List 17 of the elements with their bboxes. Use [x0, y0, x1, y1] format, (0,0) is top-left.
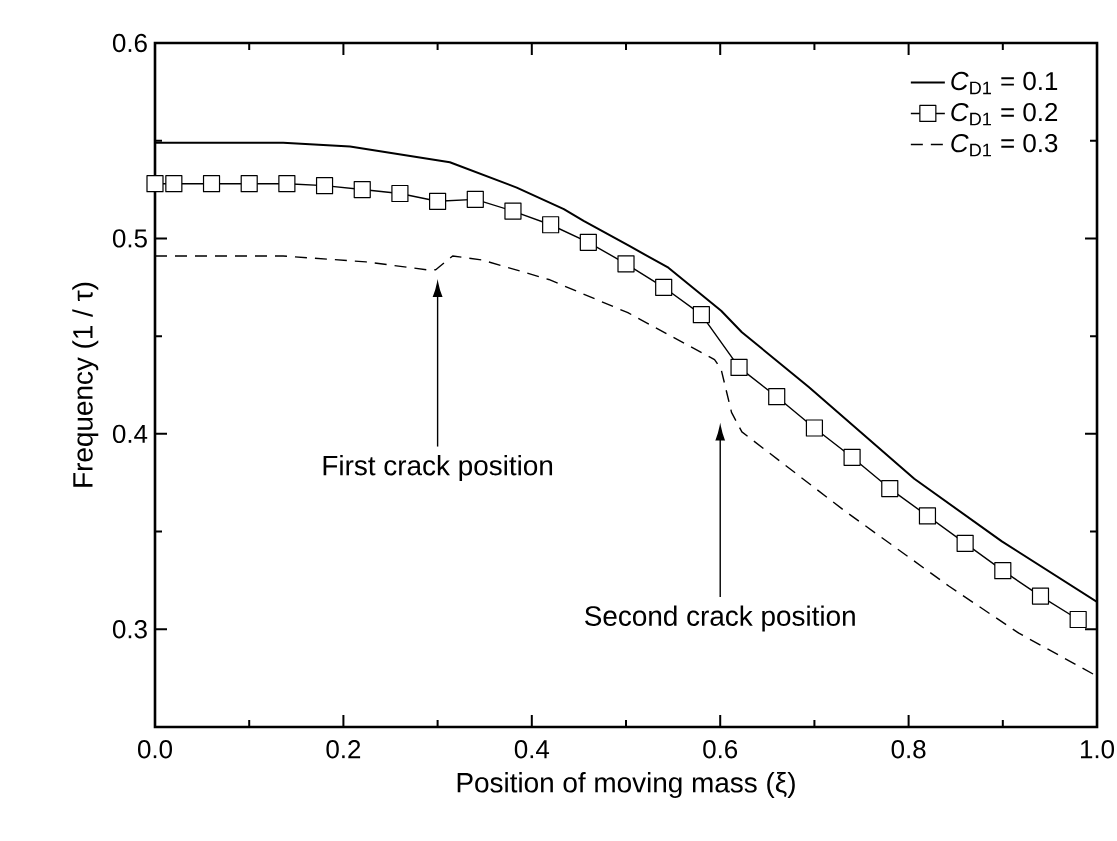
- annotation: Second crack position: [585, 605, 855, 632]
- legend-label: C$_{D1}$ = 0.1: [951, 71, 1058, 95]
- y-tick-label: 0.3: [112, 620, 147, 639]
- x-tick-label: 0.8: [891, 740, 926, 759]
- legend-label: C$_{D1}$ = 0.3: [951, 133, 1058, 157]
- x-tick-label: 0.4: [514, 740, 550, 759]
- y-tick-label: 0.4: [112, 424, 148, 444]
- x-tick-label: 0.6: [703, 740, 738, 759]
- y-tick-label: 0.6: [112, 33, 147, 53]
- annotation: First crack position: [323, 454, 553, 481]
- legend-label: C$_{D1}$ = 0.2: [951, 102, 1058, 126]
- x-tick-label: 1.0: [1080, 740, 1115, 759]
- x-tick-label: 0.2: [326, 740, 361, 759]
- x-tick-label: 0.0: [138, 740, 173, 759]
- y-axis-title: Frequency (1 / τ): [72, 282, 99, 487]
- y-tick-label: 0.5: [112, 229, 147, 248]
- x-axis-title: Position of moving mass (ξ): [457, 772, 795, 799]
